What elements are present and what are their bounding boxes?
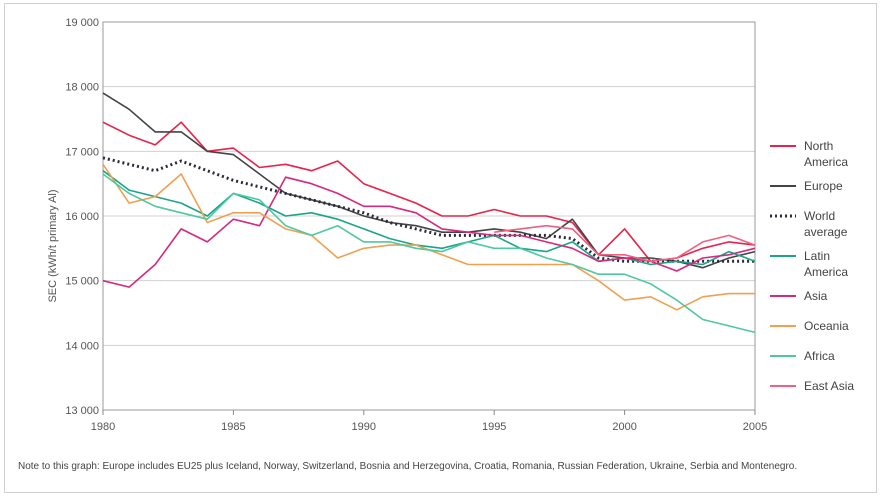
series-line-north-america: [102, 121, 756, 263]
y-tick-label: 14 000: [65, 340, 99, 352]
plot-area-border: [102, 21, 756, 411]
legend-label-north-america: America: [804, 155, 848, 169]
y-tick-label: 18 000: [65, 82, 99, 94]
chart-frame: [4, 3, 877, 493]
x-tick-label: 1990: [352, 421, 376, 433]
y-tick-label: 16 000: [65, 211, 99, 223]
legend-label-world-average: average: [804, 225, 848, 239]
series-line-asia: [102, 176, 756, 288]
y-tick-label: 19 000: [65, 17, 99, 29]
legend-label-asia: Asia: [804, 289, 828, 303]
legend-label-latin-america: Latin: [804, 249, 830, 263]
x-tick-label: 2000: [612, 421, 636, 433]
x-tick-label: 1995: [482, 421, 506, 433]
y-axis-label: SEC (kWh/t primary Al): [47, 189, 59, 302]
legend-label-world-average: World: [804, 209, 835, 223]
series-line-europe: [102, 92, 756, 269]
x-tick-label: 2005: [743, 421, 767, 433]
chart-footnote: Note to this graph: Europe includes EU25…: [18, 461, 798, 472]
legend-label-oceania: Oceania: [804, 319, 849, 333]
legend-label-east-asia: East Asia: [804, 379, 854, 393]
legend-label-north-america: North: [804, 139, 833, 153]
y-tick-label: 13 000: [65, 405, 99, 417]
legend-label-africa: Africa: [804, 349, 835, 363]
y-tick-label: 15 000: [65, 276, 99, 288]
x-tick-label: 1985: [221, 421, 245, 433]
legend-label-europe: Europe: [804, 179, 843, 193]
x-tick-label: 1980: [91, 421, 115, 433]
series-line-latin-america: [102, 170, 756, 266]
y-tick-label: 17 000: [65, 146, 99, 158]
series-line-africa: [102, 173, 756, 334]
series-line-east-asia: [494, 224, 756, 263]
legend-label-latin-america: America: [804, 265, 848, 279]
